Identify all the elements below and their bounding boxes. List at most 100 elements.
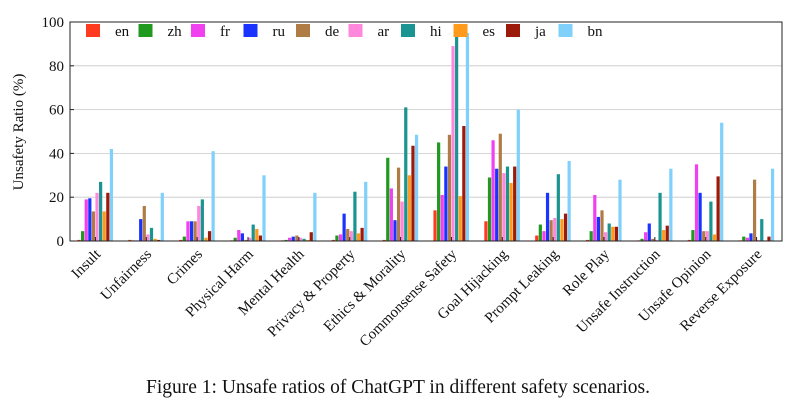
bar-es	[611, 226, 615, 241]
bar-de	[702, 231, 706, 241]
bar-es	[560, 219, 564, 241]
x-tick-label: Commonsense Safety	[357, 246, 461, 350]
y-tick-label: 80	[49, 59, 64, 75]
legend-swatch-hi	[401, 24, 415, 37]
bar-en	[433, 210, 437, 241]
bar-bn	[211, 151, 215, 241]
bar-zh	[386, 157, 390, 241]
bar-zh	[233, 237, 237, 241]
bar-zh	[335, 235, 339, 241]
bar-hi	[760, 219, 764, 241]
legend-swatch-ar	[348, 24, 363, 37]
bar-ja	[767, 236, 771, 241]
legend: en zh fr ru de ar hi es ja bn	[86, 24, 603, 40]
bar-ar	[502, 173, 506, 241]
bar-de	[193, 221, 197, 241]
bar-ru	[139, 219, 143, 241]
bar-hi	[149, 227, 154, 241]
bar-hi	[556, 174, 560, 241]
bar-de	[346, 228, 350, 241]
y-tick-label: 40	[49, 146, 64, 162]
bar-de	[498, 133, 502, 241]
bar-ru	[749, 233, 753, 241]
bar-ar	[298, 237, 303, 241]
bar-zh	[589, 231, 593, 241]
bar-en	[382, 239, 386, 241]
bar-en	[128, 239, 132, 241]
bar-zh	[284, 239, 288, 241]
bar-ar	[95, 192, 99, 241]
bar-es	[356, 233, 361, 241]
bar-ru	[647, 223, 651, 241]
bar-fr	[745, 237, 749, 241]
figure-caption: Figure 1: Unsafe ratios of ChatGPT in di…	[146, 377, 650, 398]
bar-fr	[694, 164, 699, 241]
bar-ar	[756, 239, 760, 241]
bar-hi	[505, 166, 510, 241]
legend-label: bn	[588, 24, 604, 40]
bar-hi	[99, 181, 103, 241]
bar-ja	[157, 239, 161, 241]
bar-ar	[654, 239, 659, 241]
bar-fr	[84, 199, 88, 241]
bar-ar	[248, 237, 252, 241]
y-ticks: 0 20 40 60 80 100	[42, 15, 74, 250]
bar-fr	[542, 231, 546, 241]
bar-hi	[353, 191, 357, 241]
x-tick-label: Crimes	[164, 246, 206, 288]
bar-fr	[338, 234, 343, 241]
bar-de	[651, 238, 655, 241]
y-tick-label: 60	[49, 103, 64, 119]
bar-ru	[444, 166, 448, 241]
bar-de	[244, 239, 248, 241]
bars	[77, 24, 775, 242]
y-tick-label: 20	[49, 190, 64, 206]
bar-ru	[393, 220, 397, 241]
bar-hi	[302, 238, 306, 241]
bar-hi	[658, 192, 662, 241]
legend-swatch-zh	[138, 24, 153, 37]
bar-hi	[251, 224, 255, 241]
bar-bn	[567, 161, 571, 241]
bar-es	[255, 228, 259, 241]
legend-label: en	[115, 24, 130, 40]
bar-fr	[440, 195, 444, 241]
bar-zh	[182, 236, 186, 241]
bar-bn	[465, 32, 470, 242]
bar-es	[458, 196, 462, 241]
bar-ja	[411, 145, 415, 241]
bar-en	[331, 239, 335, 241]
bar-ru	[88, 198, 92, 241]
bar-bn	[262, 175, 266, 241]
y-axis-label: Unsafety Ratio (%)	[11, 74, 27, 191]
bar-fr	[491, 140, 495, 241]
bar-hi	[404, 107, 408, 241]
bar-ar	[553, 218, 557, 241]
bar-ru	[698, 192, 702, 241]
bar-ru	[291, 236, 295, 241]
x-tick-label: Privacy & Property	[265, 246, 359, 340]
bar-hi	[200, 199, 204, 241]
bar-es	[102, 211, 106, 241]
legend-swatch-es	[453, 24, 468, 37]
bar-es	[204, 237, 208, 241]
x-tick-label: Role Play	[560, 246, 613, 299]
legend-swatch-ru	[243, 24, 258, 37]
bar-de	[447, 134, 452, 241]
bar-fr	[593, 195, 597, 241]
bar-en	[484, 221, 488, 241]
bar-bn	[160, 192, 164, 241]
bar-es	[153, 238, 157, 241]
legend-label: es	[483, 24, 496, 40]
bar-ja	[106, 192, 110, 241]
bar-ru	[240, 233, 244, 241]
bar-ar	[705, 231, 709, 241]
x-tick-label: Unfairness	[98, 246, 155, 303]
legend-label: fr	[220, 24, 230, 40]
legend-swatch-ja	[506, 24, 520, 37]
bar-fr	[288, 237, 292, 241]
bar-ar	[146, 234, 150, 241]
bar-bn	[364, 181, 368, 241]
bar-ru	[189, 221, 194, 241]
